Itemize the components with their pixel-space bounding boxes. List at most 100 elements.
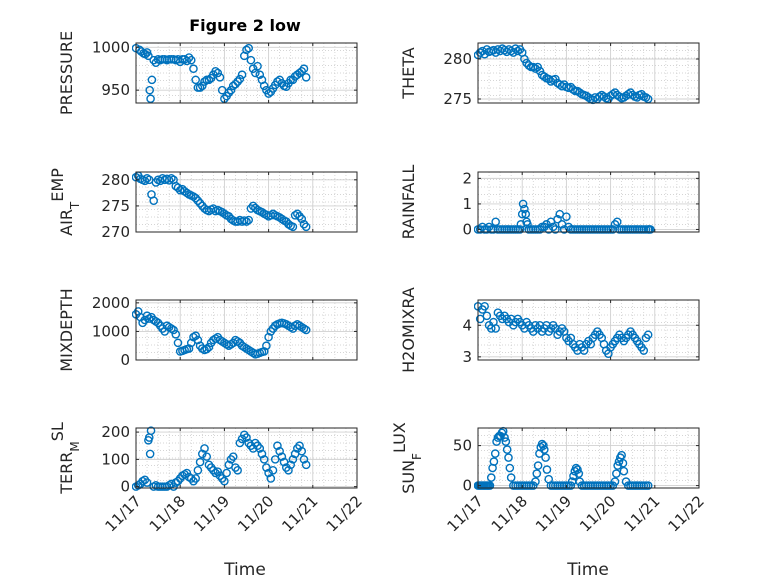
data-point — [517, 209, 527, 219]
y-axis-label: TERRMSL — [48, 422, 83, 495]
data-point — [497, 428, 507, 438]
data-point — [518, 199, 528, 209]
data-point — [537, 439, 547, 449]
data-point — [268, 465, 278, 475]
data-point — [646, 225, 655, 234]
data-point — [277, 214, 287, 224]
data-point — [540, 72, 549, 81]
data-point — [191, 75, 200, 85]
x-tick-label: 11/18 — [488, 492, 531, 535]
data-point — [301, 325, 311, 335]
data-point — [193, 465, 203, 475]
data-point — [259, 455, 269, 464]
data-point — [164, 176, 174, 185]
data-point — [182, 188, 192, 198]
data-point — [268, 209, 278, 219]
data-point — [235, 74, 245, 84]
data-point — [504, 453, 513, 462]
data-point — [246, 55, 256, 65]
data-point — [301, 460, 311, 470]
data-point — [204, 342, 214, 352]
data-point — [231, 79, 240, 89]
data-point — [169, 482, 178, 491]
data-point — [202, 452, 212, 461]
data-point — [542, 465, 552, 474]
x-tick-label: 11/17 — [102, 492, 145, 535]
data-point — [299, 64, 309, 74]
y-tick-label: 950 — [101, 81, 130, 99]
data-point — [244, 43, 254, 53]
data-point — [288, 222, 298, 232]
series-sunflux — [474, 426, 653, 490]
data-point — [146, 426, 156, 436]
y-tick-label: 2000 — [92, 294, 130, 312]
data-point — [284, 465, 293, 475]
data-point — [200, 444, 209, 453]
data-point — [197, 81, 207, 91]
y-tick-label: 0 — [462, 220, 472, 238]
y-axis-label: MIXDEPTH — [57, 288, 76, 371]
data-point — [641, 93, 651, 102]
y-tick-label: 0 — [120, 478, 130, 496]
data-point — [533, 461, 543, 470]
data-point — [553, 214, 562, 224]
data-point — [573, 465, 582, 474]
axes-box — [135, 299, 358, 361]
data-point — [491, 324, 500, 333]
data-point — [140, 176, 150, 186]
data-point — [242, 45, 251, 55]
axes-h2omixra: 3 4 H2OMIXRA — [399, 287, 700, 373]
data-point — [506, 473, 516, 482]
data-point — [146, 94, 155, 104]
axes-box — [477, 299, 700, 361]
data-point — [144, 51, 153, 61]
axes-box — [477, 171, 700, 233]
data-point — [213, 467, 223, 476]
y-tick-label: 270 — [101, 223, 130, 241]
y-tick-label: 1000 — [92, 38, 130, 56]
data-point — [147, 75, 157, 85]
data-point — [540, 445, 549, 454]
data-point — [612, 469, 621, 478]
series-h2omixra — [474, 302, 653, 358]
data-point — [541, 453, 550, 462]
data-point — [520, 204, 529, 214]
data-point — [486, 473, 496, 482]
data-point — [531, 477, 540, 486]
y-tick-label: 100 — [101, 450, 130, 468]
y-tick-label: 3 — [462, 348, 472, 366]
data-point — [505, 463, 515, 473]
data-point — [293, 209, 302, 219]
data-point — [288, 455, 298, 464]
data-point — [253, 61, 262, 71]
data-point — [277, 452, 287, 461]
data-point — [184, 53, 194, 62]
x-tick-label: 11/20 — [576, 492, 619, 535]
data-point — [301, 222, 311, 232]
data-point — [257, 207, 267, 217]
data-point — [195, 457, 205, 467]
data-point — [193, 335, 203, 345]
x-tick-label: 11/20 — [234, 492, 277, 535]
axes-box — [477, 427, 700, 489]
data-point — [500, 433, 509, 442]
data-point — [617, 450, 626, 460]
y-axis-label: THETA — [399, 47, 418, 99]
y-axis-label: PRESSURE — [57, 31, 76, 115]
x-tick-label: 11/19 — [190, 492, 233, 535]
data-point — [610, 220, 620, 229]
data-point — [475, 314, 485, 324]
axes-theta: 275 280 THETA — [399, 42, 700, 108]
data-point — [195, 199, 205, 208]
data-point — [295, 212, 304, 221]
data-point — [189, 64, 198, 74]
data-point — [145, 85, 155, 95]
series-terrmsl — [132, 426, 311, 491]
data-point — [244, 215, 254, 225]
data-point — [195, 83, 205, 92]
data-point — [235, 438, 245, 448]
data-point — [295, 68, 304, 78]
data-point — [228, 81, 238, 91]
data-point — [535, 225, 545, 234]
